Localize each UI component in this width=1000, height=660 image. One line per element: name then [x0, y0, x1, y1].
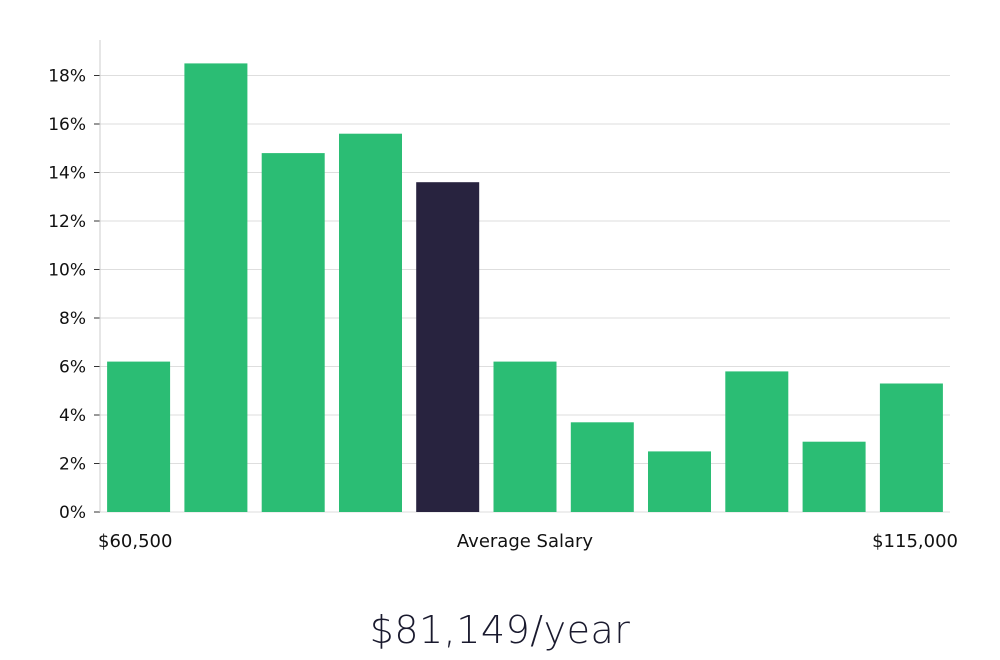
y-tick-label: 16% [48, 115, 86, 135]
bar [879, 383, 943, 512]
y-tick-label: 10% [48, 261, 86, 281]
bar [725, 371, 789, 512]
y-tick-label: 0% [59, 503, 86, 523]
bar [261, 153, 325, 512]
bar-average [416, 182, 480, 512]
bar [493, 361, 557, 512]
y-tick-label: 12% [48, 212, 86, 232]
y-tick-label: 8% [59, 309, 86, 329]
y-axis-ticks: 0% 2% 4% 6% 8% 10% 12% 14% 16% 18% [48, 67, 100, 523]
y-tick-label: 4% [59, 406, 86, 426]
y-tick-label: 14% [48, 164, 86, 184]
average-salary-value: $81,149/year [369, 608, 631, 652]
x-axis-label: Average Salary [457, 531, 594, 552]
bar [184, 63, 248, 513]
x-start-label: $60,500 [98, 531, 172, 552]
bar [570, 422, 634, 512]
x-end-label: $115,000 [872, 531, 958, 552]
bar [339, 133, 402, 512]
y-tick-label: 18% [48, 67, 86, 87]
bar [107, 361, 171, 512]
y-tick-label: 6% [59, 358, 86, 378]
bar [802, 441, 866, 512]
y-tick-label: 2% [59, 455, 86, 475]
salary-histogram: 0% 2% 4% 6% 8% 10% 12% 14% 16% 18% $60,500 Averag… [48, 40, 958, 552]
bar [648, 451, 711, 512]
bars [107, 63, 943, 513]
